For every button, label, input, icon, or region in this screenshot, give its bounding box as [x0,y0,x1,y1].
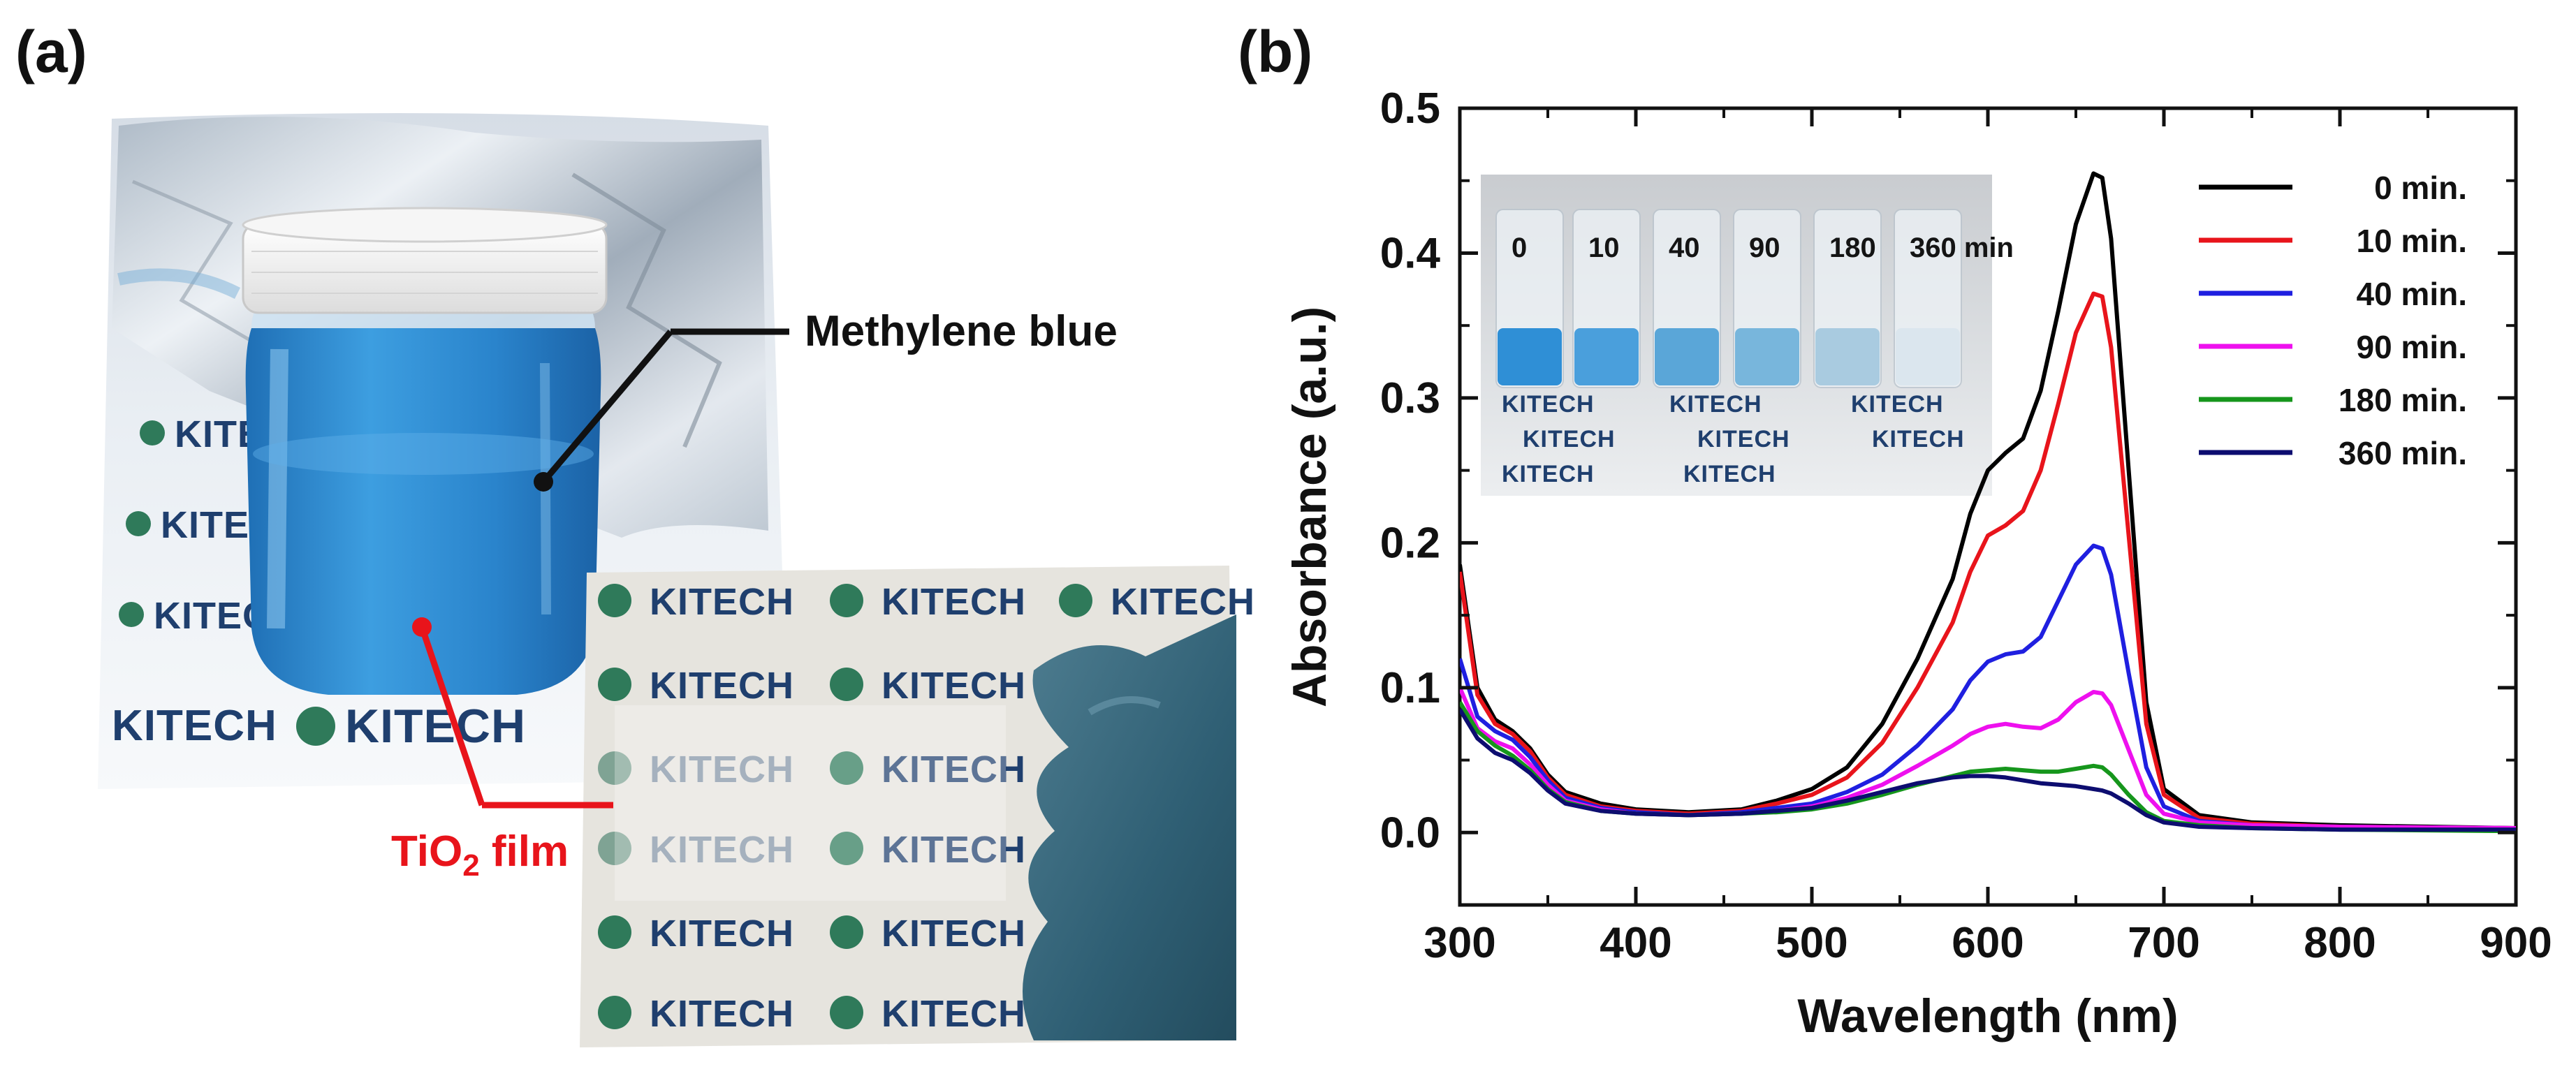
svg-text:KITECH: KITECH [881,749,1026,790]
inset-label-0: 0 [1512,233,1527,263]
inset-vial-solution-5 [1896,328,1960,385]
y-tick-label: 0.5 [1380,84,1440,133]
svg-text:KITECH: KITECH [881,581,1026,623]
svg-text:KITECH: KITECH [1523,426,1616,452]
legend-label-2: 40 min. [2356,276,2467,312]
legend-label-5: 360 min. [2339,435,2467,471]
svg-text:KITECH: KITECH [650,993,794,1035]
y-tick-label: 0.1 [1380,664,1440,712]
panel-a-label: (a) [15,19,87,84]
inset-label-1: 10 [1588,233,1620,263]
inset-vial-solution-2 [1655,328,1719,385]
svg-text:KITECH: KITECH [650,913,794,955]
svg-text:KITECH: KITECH [650,829,794,871]
legend-label-4: 180 min. [2339,382,2467,418]
x-tick-label: 500 [1776,919,1847,967]
inset-label-3: 90 [1749,233,1780,263]
legend-label-1: 10 min. [2356,223,2467,259]
inset-vial-solution-4 [1815,328,1880,385]
svg-text:KITECH: KITECH [650,581,794,623]
methylene-blue-label: Methylene blue [805,307,1118,355]
x-tick-label: 900 [2480,919,2552,967]
tio2-film-pointer [412,617,613,809]
svg-text:KITECH: KITECH [881,913,1026,955]
y-tick-label: 0.0 [1380,809,1440,857]
tio2-film-photo: KITECH KITECH KITECH KITECH KITECH KITEC… [580,566,1255,1047]
x-axis-ticks: 300 400 500 600 700 800 900 [1424,108,2552,967]
svg-text:KITECH: KITECH [1851,391,1944,418]
svg-text:KITECH: KITECH [650,665,794,707]
inset-watermarks: KITECH KITECH KITECH KITECH KITECH KITEC… [1502,391,1965,487]
series-line-5 [1460,708,2516,832]
tio2-film-label: TiO2 film [391,827,569,883]
x-tick-label: 600 [1952,919,2024,967]
x-tick-label: 800 [2304,919,2376,967]
svg-text:KITECH: KITECH [1872,426,1965,452]
series-line-2 [1460,543,2516,830]
svg-text:KITECH: KITECH [112,702,277,750]
legend-label-3: 90 min. [2356,329,2467,365]
svg-text:KITECH: KITECH [345,700,526,753]
panel-b-label: (b) [1238,19,1312,84]
gloved-hand [1023,614,1236,1040]
y-tick-label: 0.3 [1380,374,1440,422]
x-tick-label: 700 [2128,919,2200,967]
x-tick-label: 300 [1424,919,1495,967]
inset-label-4: 180 [1829,233,1876,263]
svg-text:KITECH: KITECH [1111,581,1255,623]
svg-text:KITECH: KITECH [1669,391,1762,418]
x-tick-label: 400 [1600,919,1671,967]
series-lines [1460,171,2516,834]
inset-label-5: 360 min [1910,233,2014,263]
svg-text:KITECH: KITECH [1697,426,1790,452]
inset-vials [1495,209,1962,388]
svg-text:KITECH: KITECH [1683,461,1776,487]
svg-text:KITECH: KITECH [650,749,794,790]
inset-photo: KITECH KITECH KITECH KITECH KITECH KITEC… [1481,175,2014,496]
methylene-blue-jar [242,207,608,695]
legend: 0 min. 10 min. 40 min. 90 min. 180 min. 360 m… [2199,170,2467,471]
inset-vial-solution-0 [1498,328,1562,385]
panel-a-photo: KITECH KITECH KITECH KITECH KITECH KITEC… [98,113,1255,1047]
legend-label-0: 0 min. [2374,170,2467,206]
series-line-3 [1460,686,2516,830]
svg-text:KITECH: KITECH [1502,391,1595,418]
svg-text:KITECH: KITECH [1502,461,1595,487]
svg-text:KITECH: KITECH [881,993,1026,1035]
y-tick-label: 0.4 [1380,229,1441,277]
svg-text:KITECH: KITECH [881,665,1026,707]
inset-vial-solution-1 [1574,328,1639,385]
inset-label-2: 40 [1669,233,1700,263]
x-axis-label: Wavelength (nm) [1797,989,2178,1043]
y-axis-ticks: 0.0 0.1 0.2 0.3 0.4 0.5 [1380,84,2516,906]
y-axis-label: Absorbance (a.u.) [1283,307,1336,707]
y-tick-label: 0.2 [1380,519,1440,567]
watermark-logos-right: KITECH KITECH KITECH KITECH KITECH KITEC… [598,581,1255,1035]
svg-text:KITECH: KITECH [881,829,1026,871]
absorbance-chart: KITECH KITECH KITECH KITECH KITECH KITEC… [1283,84,2552,1043]
inset-vial-solution-3 [1735,328,1799,385]
methylene-blue-pointer [534,328,789,492]
inset-time-labels: 0 10 40 90 180 360 min [1512,233,2014,263]
